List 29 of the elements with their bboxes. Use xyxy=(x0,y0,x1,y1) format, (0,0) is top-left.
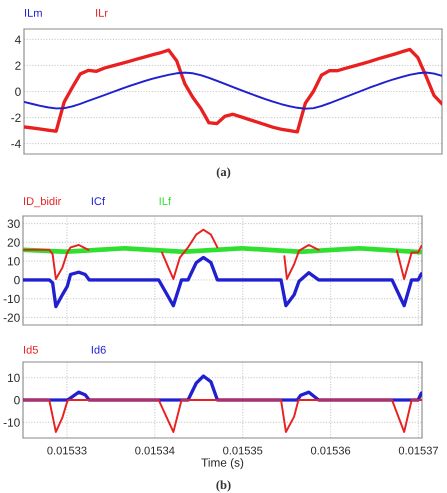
y-tick-label: 10 xyxy=(8,257,20,266)
text: ILm xyxy=(25,9,42,17)
y-tick-label: 0 xyxy=(15,88,21,96)
x-tick-label: 0.01537 xyxy=(398,446,438,454)
text: ILf xyxy=(160,196,172,205)
x-tick-label: 0.01533 xyxy=(47,446,87,454)
y-tick-label: 30 xyxy=(8,220,20,228)
x-tick-label: 0.01534 xyxy=(135,446,175,454)
y-tick-label: 0 xyxy=(14,276,20,284)
y-tick-label: -4 xyxy=(11,140,21,148)
y-tick-label: -10 xyxy=(4,418,20,427)
x-tick-label: 0.01536 xyxy=(310,446,350,454)
text: ID_bidir xyxy=(24,196,62,208)
text: Id6 xyxy=(92,346,106,354)
y-tick-label: -10 xyxy=(4,294,20,304)
y-tick-label: 2 xyxy=(15,61,21,70)
y-tick-label: 20 xyxy=(8,238,20,247)
x-tick-label: 0.01535 xyxy=(223,446,262,454)
y-tick-label: 10 xyxy=(8,374,20,382)
text: (a) xyxy=(216,167,230,179)
y-tick-label: 0 xyxy=(14,396,20,404)
text: ILr xyxy=(96,9,108,17)
x-axis-title: Time (s) xyxy=(201,458,244,470)
text: (b) xyxy=(216,480,231,492)
text: Id5 xyxy=(24,346,38,354)
y-tick-label: -2 xyxy=(11,114,21,122)
text: ICf xyxy=(92,196,106,206)
y-tick-label: -20 xyxy=(4,314,20,322)
y-tick-label: 4 xyxy=(14,36,21,44)
